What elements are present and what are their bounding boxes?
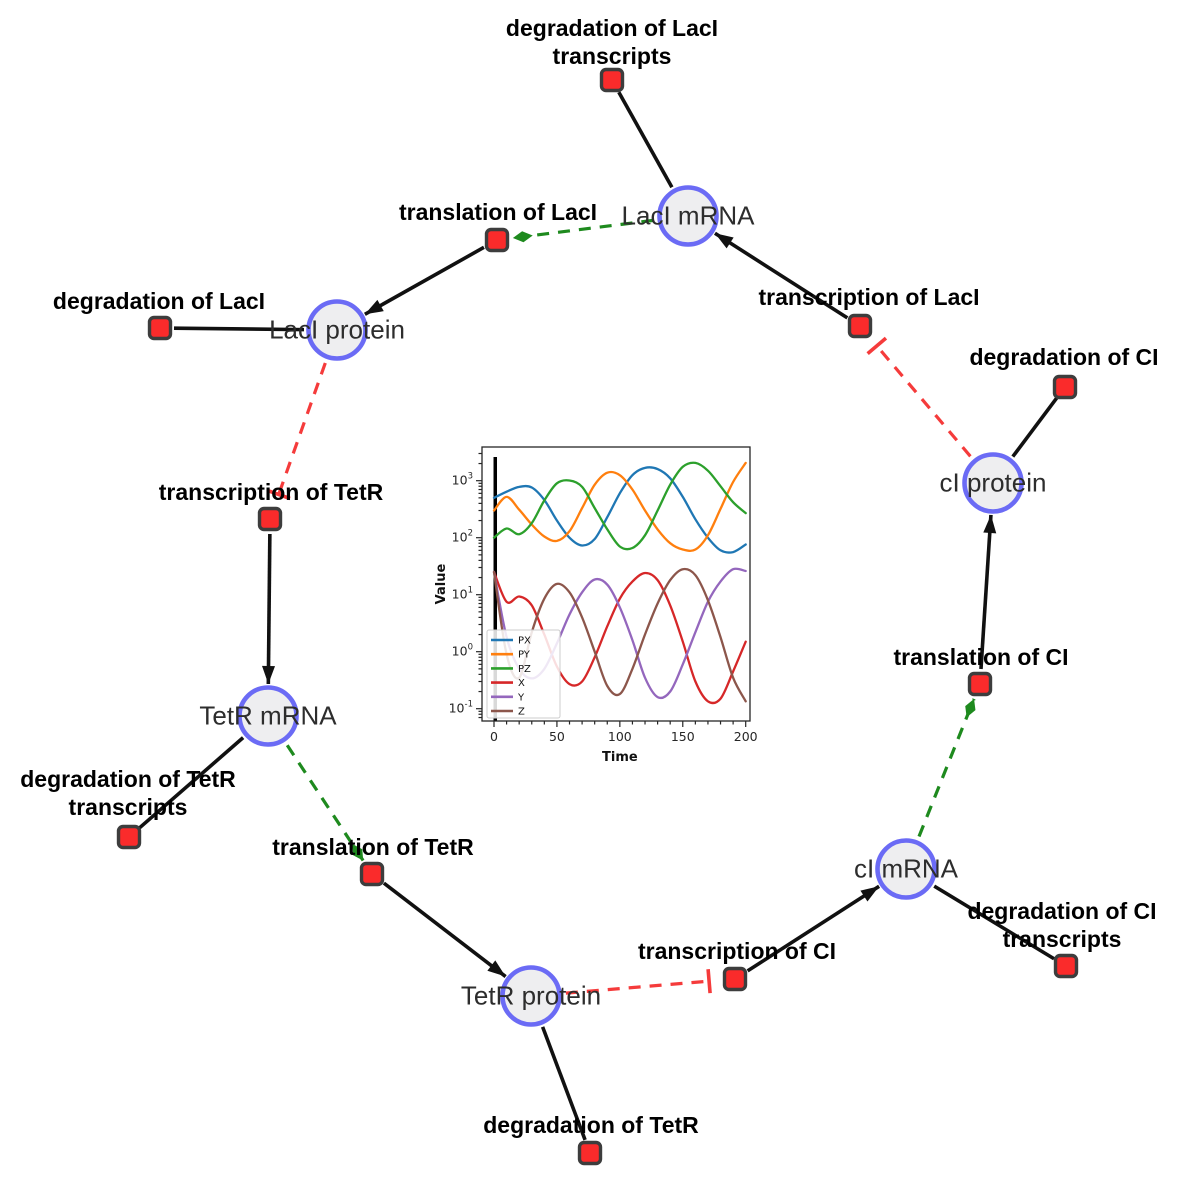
edge-inhibition-laci_protein-transcr_tetr: [266, 362, 327, 501]
legend-label-PY: PY: [518, 650, 531, 661]
species-node-tetr_mrna[interactable]: [237, 685, 299, 747]
edge-consumption-laci_mrna-deg_laci_tx: [617, 91, 674, 189]
y-tick-label: 100: [452, 643, 473, 659]
edge-production-transl_laci-laci_protein: [364, 245, 485, 316]
x-tick-label: 200: [734, 729, 758, 744]
species-node-laci_mrna[interactable]: [657, 185, 719, 247]
y-tick-label: 102: [452, 529, 473, 545]
timeseries-plot: 0 50 100 150 200 10-1 100 101 102 103 Time Value PX P…: [432, 429, 768, 765]
reaction-node-deg_laci_tx[interactable]: [599, 67, 625, 93]
legend-label-Y: Y: [517, 692, 525, 703]
legend-label-PZ: PZ: [518, 664, 531, 675]
reaction-node-transcr_laci[interactable]: [847, 313, 873, 339]
x-tick-label: 150: [671, 729, 695, 744]
legend-label-X: X: [518, 678, 525, 689]
edge-consumption-tetr_mrna-deg_tetr_tx: [138, 736, 245, 830]
reaction-node-transcr_ci[interactable]: [722, 966, 748, 992]
y-tick-label: 10-1: [449, 700, 473, 716]
series-path-PY: [492, 461, 747, 552]
series-path-X: [492, 570, 747, 705]
x-tick-label: 100: [608, 729, 632, 744]
x-tick-label: 0: [490, 729, 498, 744]
species-node-ci_mrna[interactable]: [875, 838, 937, 900]
edge-production-transl_ci-ci_protein: [979, 514, 997, 670]
edge-consumption-laci_protein-deg_laci: [173, 326, 305, 332]
edge-production-transl_tetr-tetr_protein: [382, 881, 507, 978]
reaction-node-deg_tetr[interactable]: [577, 1140, 603, 1166]
edge-modifier-ci_mrna-transl_ci: [917, 698, 976, 838]
series-path-PZ: [492, 461, 747, 551]
reaction-node-deg_ci_tx[interactable]: [1053, 953, 1079, 979]
x-tick-label: 50: [549, 729, 565, 744]
reaction-node-transl_laci[interactable]: [484, 227, 510, 253]
edge-consumption-ci_mrna-deg_ci_tx: [933, 884, 1055, 961]
reaction-node-deg_ci[interactable]: [1052, 374, 1078, 400]
edge-production-transcr_ci-ci_mrna: [746, 884, 881, 973]
edge-modifier-tetr_mrna-transl_tetr: [285, 744, 365, 862]
y-tick-label: 103: [452, 472, 473, 488]
reaction-node-deg_laci[interactable]: [147, 315, 173, 341]
edge-consumption-ci_protein-deg_ci: [1011, 397, 1059, 458]
series-path-PX: [492, 466, 747, 554]
x-axis-label: Time: [602, 750, 638, 765]
plot-svg: 0 50 100 150 200 10-1 100 101 102 103 Time Value PX P…: [434, 446, 758, 765]
legend-label-PX: PX: [518, 636, 531, 647]
edge-modifier-laci_mrna-transl_laci: [512, 218, 654, 243]
reaction-node-transl_tetr[interactable]: [359, 861, 385, 887]
species-node-tetr_protein[interactable]: [500, 965, 562, 1027]
reaction-node-transcr_tetr[interactable]: [257, 506, 283, 532]
reaction-node-deg_tetr_tx[interactable]: [116, 824, 142, 850]
edge-consumption-tetr_protein-deg_tetr: [540, 1026, 587, 1141]
edge-inhibition-tetr_protein-transcr_ci: [565, 969, 712, 995]
plot-frame: [481, 446, 751, 722]
species-node-ci_protein[interactable]: [962, 452, 1024, 514]
edge-production-transcr_tetr-tetr_mrna: [262, 533, 276, 685]
edge-production-transcr_laci-laci_mrna: [713, 231, 849, 320]
species-node-laci_protein[interactable]: [306, 299, 368, 361]
y-tick-label: 101: [452, 586, 473, 602]
series-path-Z: [492, 567, 747, 703]
y-axis-label: Value: [434, 563, 449, 604]
reaction-node-transl_ci[interactable]: [967, 671, 993, 697]
legend-label-Z: Z: [518, 707, 525, 718]
edge-inhibition-ci_protein-transcr_laci: [866, 336, 972, 458]
